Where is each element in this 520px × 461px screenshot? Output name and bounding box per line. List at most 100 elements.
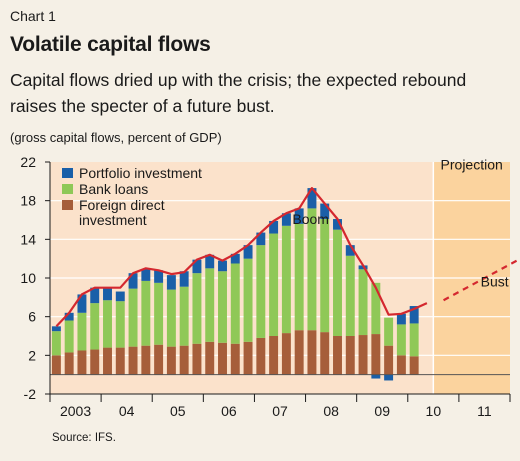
bank-bar — [294, 223, 304, 331]
fdi-bar — [64, 352, 74, 375]
portfolio-bar — [115, 291, 125, 302]
fdi-bar — [320, 332, 330, 375]
x-tick-label: 10 — [426, 403, 442, 419]
fdi-bar — [256, 337, 266, 375]
portfolio-bar — [294, 208, 304, 224]
portfolio-bar — [320, 203, 330, 220]
bank-bar — [166, 289, 176, 347]
y-tick-label: 2 — [28, 347, 36, 363]
portfolio-bar — [345, 245, 355, 256]
portfolio-bar — [51, 326, 61, 332]
x-tick-label: 06 — [221, 403, 237, 419]
fdi-bar — [345, 336, 355, 375]
x-tick-label: 11 — [477, 403, 492, 419]
bank-bar — [90, 303, 100, 350]
fdi-bar — [192, 343, 202, 375]
bank-bar — [269, 233, 279, 336]
fdi-bar — [166, 346, 176, 375]
bank-bar — [396, 324, 406, 356]
portfolio-bar — [243, 245, 253, 259]
fdi-bar — [409, 356, 419, 375]
portfolio-bar — [77, 294, 87, 313]
legend-swatch-bank — [62, 184, 73, 194]
bank-bar — [307, 208, 317, 331]
bank-bar — [154, 282, 164, 345]
portfolio-bar — [64, 312, 74, 321]
bank-bar — [179, 286, 189, 346]
annotation-boom: Boom — [292, 211, 329, 227]
fdi-bar — [141, 345, 151, 375]
chart-title: Volatile capital flows — [10, 33, 211, 56]
bank-bar — [192, 273, 202, 344]
projection-arrow — [443, 257, 520, 302]
legend-label-bank: Bank loans — [79, 181, 148, 197]
y-tick-label: 6 — [28, 309, 36, 325]
bank-bar — [64, 320, 74, 353]
bank-bar — [371, 282, 381, 335]
chart-subtitle-line-1: Capital flows dried up with the crisis; … — [10, 70, 467, 90]
legend-label-portfolio: Portfolio investment — [79, 165, 202, 181]
portfolio-bar — [218, 260, 227, 272]
portfolio-bar — [371, 374, 381, 379]
bank-bar — [218, 271, 227, 343]
source-note: Source: IFS. — [52, 432, 116, 444]
bank-bar — [320, 219, 330, 333]
y-tick-label: 10 — [20, 270, 36, 286]
fdi-bar — [358, 335, 368, 375]
bank-bar — [345, 255, 355, 336]
bank-bar — [128, 288, 138, 347]
y-tick-label: 18 — [20, 193, 36, 209]
fdi-bar — [51, 355, 61, 375]
fdi-bar — [154, 344, 164, 375]
fdi-bar — [90, 349, 100, 375]
legend-swatch-portfolio — [62, 168, 73, 178]
y-tick-label: -2 — [24, 386, 37, 402]
annotation-bust: Bust — [481, 274, 509, 290]
portfolio-bar — [103, 287, 112, 301]
x-tick-label: 07 — [272, 403, 288, 419]
y-tick-label: 14 — [20, 231, 36, 247]
bank-bar — [243, 258, 253, 342]
portfolio-bar — [333, 219, 342, 230]
bank-bar — [103, 300, 112, 348]
bank-bar — [409, 323, 419, 357]
x-tick-label: 04 — [119, 403, 135, 419]
fdi-bar — [77, 350, 87, 375]
fdi-bar — [218, 342, 227, 375]
x-tick-label: 09 — [374, 403, 390, 419]
fdi-bar — [115, 347, 125, 375]
bank-bar — [384, 317, 394, 346]
portfolio-bar — [307, 188, 317, 209]
portfolio-bar — [128, 273, 138, 289]
x-tick-label: 05 — [170, 403, 186, 419]
fdi-bar — [396, 355, 406, 375]
fdi-bar — [205, 341, 215, 375]
legend-label-fdi-line-1: Foreign direct — [79, 197, 165, 213]
fdi-bar — [230, 343, 240, 375]
bank-bar — [333, 229, 342, 336]
fdi-bar — [384, 345, 394, 375]
fdi-bar — [179, 345, 189, 375]
portfolio-bar — [409, 306, 419, 324]
fdi-bar — [307, 330, 317, 375]
bank-bar — [141, 280, 151, 346]
portfolio-bar — [179, 271, 189, 287]
projection-label: Projection — [441, 157, 503, 173]
fdi-bar — [294, 330, 304, 375]
fdi-bar — [269, 336, 279, 375]
bank-bar — [205, 268, 215, 342]
bank-bar — [358, 269, 368, 336]
portfolio-bar — [205, 254, 215, 269]
portfolio-bar — [269, 220, 279, 234]
x-tick-label: 2003 — [60, 403, 91, 419]
portfolio-bar — [384, 374, 394, 381]
legend-label-fdi-line-2: investment — [79, 212, 147, 228]
portfolio-bar — [90, 287, 100, 304]
bank-bar — [281, 225, 291, 334]
portfolio-bar — [141, 269, 151, 281]
portfolio-bar — [281, 213, 291, 226]
bank-bar — [256, 245, 266, 338]
fdi-bar — [333, 336, 342, 375]
fdi-bar — [103, 347, 112, 375]
